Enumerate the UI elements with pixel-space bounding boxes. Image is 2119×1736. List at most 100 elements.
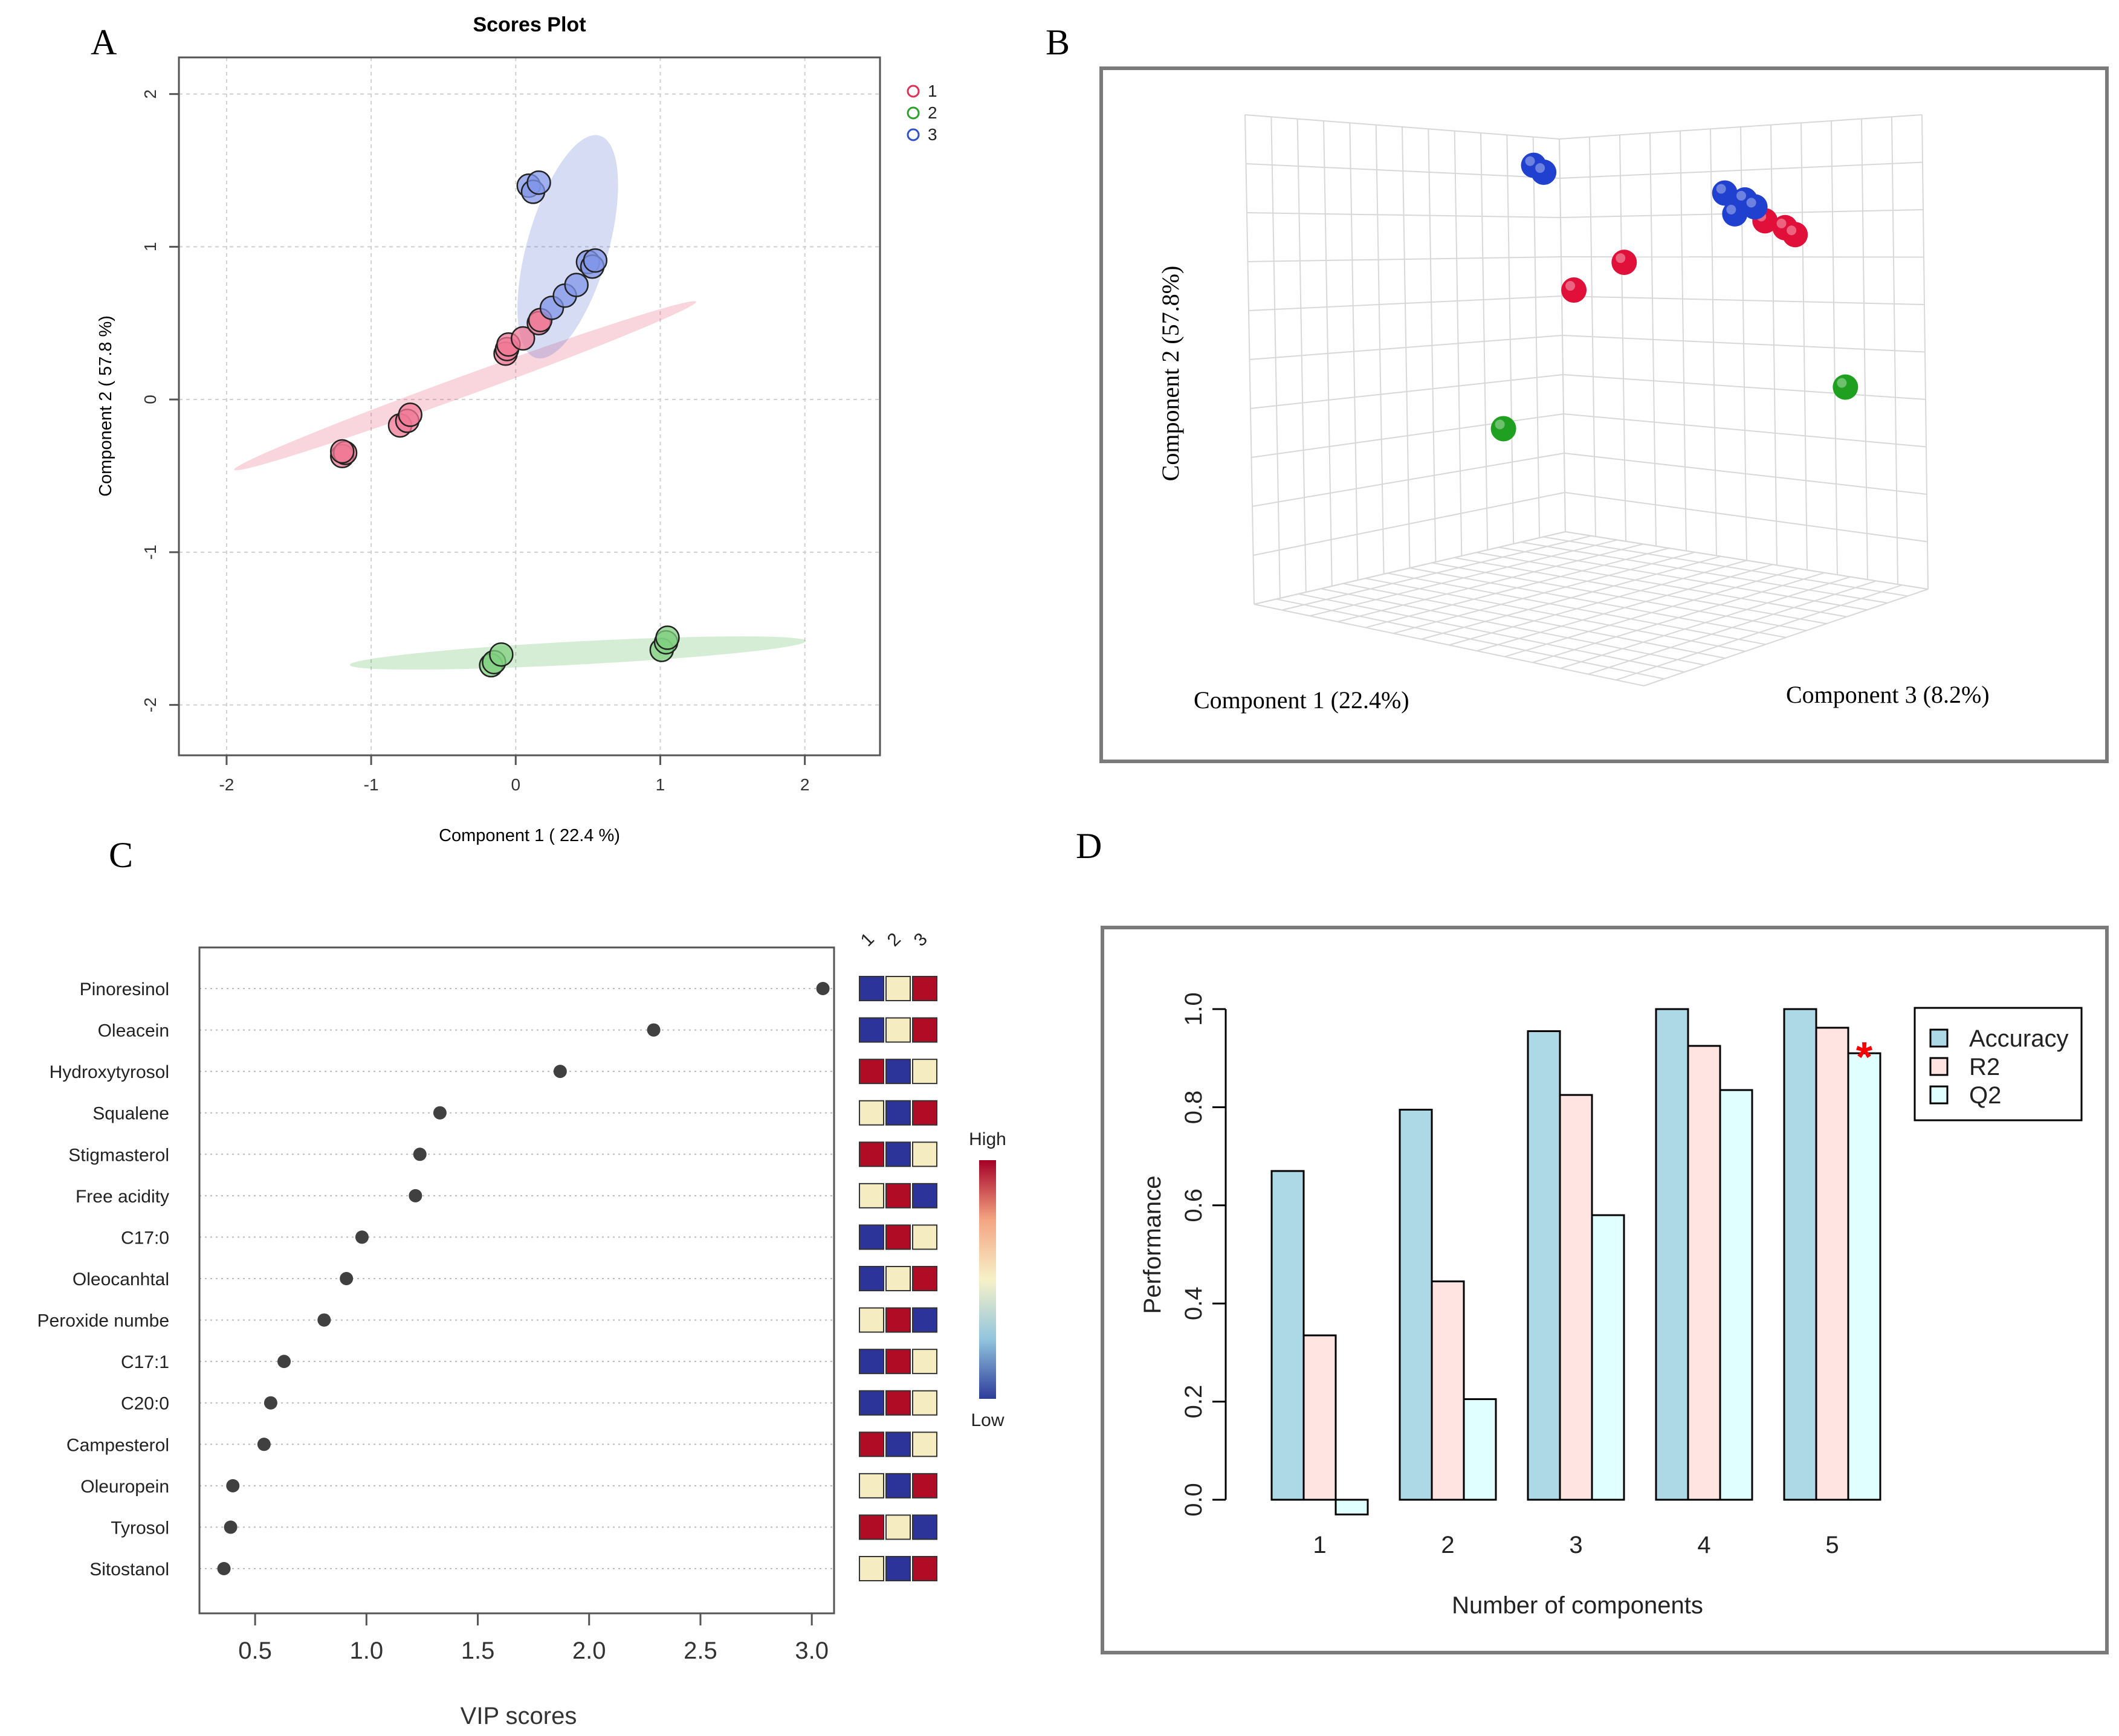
scores-y-tick-label: -1 <box>141 544 160 560</box>
vip-heat-cell <box>859 1183 884 1208</box>
vip-score-dot <box>217 1562 231 1575</box>
pca-3d-point-group-2 <box>1833 374 1859 400</box>
vip-feature-label: Oleocanhtal <box>73 1270 169 1289</box>
performance-x-tick-label: 3 <box>1569 1532 1582 1558</box>
vip-feature-label: Pinoresinol <box>80 979 169 999</box>
vip-colorbar-high-label: High <box>969 1129 1006 1149</box>
scores-plot-legend: 1 2 3 <box>907 82 937 144</box>
performance-x-tick-label: 5 <box>1825 1532 1839 1558</box>
vip-heat-cell <box>912 1307 937 1333</box>
vip-heat-cell <box>912 1514 937 1540</box>
vip-heat-cell <box>859 1059 884 1085</box>
pca-3d-point-group-3 <box>1722 201 1748 227</box>
vip-score-dot <box>317 1313 331 1327</box>
pca-3d-grid-line <box>1449 560 1747 646</box>
vip-heat-cell <box>912 1556 937 1581</box>
vip-heat-cell <box>885 1141 911 1167</box>
pca-3d-grid-line <box>1349 123 1359 581</box>
pca-3d-point-highlight <box>1736 190 1746 201</box>
performance-bar-accuracy <box>1655 1008 1689 1501</box>
scores-point-group-3 <box>526 170 551 195</box>
vip-feature-label: Sitostanol <box>89 1560 169 1580</box>
vip-heat-cell <box>885 1307 911 1333</box>
vip-x-tick-label: 1.5 <box>461 1638 495 1664</box>
vip-heat-cell <box>859 1100 884 1126</box>
vip-heat-cell <box>912 976 937 1001</box>
vip-feature-label: Squalene <box>92 1104 169 1124</box>
pca-3d-grid-line <box>1861 118 1868 580</box>
pca-3d-grid-line <box>1800 123 1808 570</box>
vip-heat-cell <box>912 1266 937 1291</box>
scores-legend-marker <box>907 128 920 141</box>
performance-bar-r2 <box>1559 1094 1593 1501</box>
pca-3d-grid-line <box>1831 120 1838 575</box>
scores-plot-x-label: Component 1 ( 22.4 %) <box>439 826 620 845</box>
vip-heat-cell <box>885 1224 911 1250</box>
scores-confidence-ellipse-1 <box>234 301 696 471</box>
pca-3d-grid-line <box>1323 120 1333 587</box>
performance-x-label: Number of components <box>1452 1592 1703 1619</box>
vip-score-dot <box>277 1355 291 1369</box>
performance-legend-swatch <box>1929 1057 1949 1076</box>
performance-y-tick-label: 0.6 <box>1180 1189 1207 1222</box>
pca-3d-grid-line <box>1270 117 1281 599</box>
vip-score-dot <box>226 1479 240 1492</box>
vip-x-tick-label: 2.0 <box>572 1638 606 1664</box>
vip-heat-cell <box>912 1183 937 1208</box>
pca-3d-grid-line <box>1432 562 1807 631</box>
pca-3d-point-group-3 <box>1531 160 1557 186</box>
performance-y-tick-label: 0.8 <box>1180 1091 1207 1125</box>
scores-legend-label: 2 <box>928 103 937 122</box>
performance-x-tick-label: 4 <box>1697 1532 1710 1558</box>
pca-3d-point-highlight <box>1495 419 1505 430</box>
pca-3d-point-highlight <box>1776 218 1787 228</box>
vip-heat-cell <box>912 1473 937 1499</box>
pca-3d-grid-line <box>1559 138 1566 532</box>
vip-colorbar: High Low <box>969 1129 1006 1430</box>
pca-3d-grid-line <box>1619 135 1626 541</box>
vip-x-tick-label: 0.5 <box>238 1638 272 1664</box>
vip-heat-cell <box>859 1473 884 1499</box>
pca-3d-point-highlight <box>1535 163 1545 173</box>
pca-3d-grid-line <box>1532 137 1541 538</box>
pca-3d-grid-line <box>1504 568 1799 657</box>
pca-3d-point-highlight <box>1565 281 1576 291</box>
panel-label-a: A <box>91 22 117 62</box>
pca-3d-point-highlight <box>1616 253 1626 263</box>
scores-x-tick-label: 0 <box>511 775 520 794</box>
vip-colorbar-low-label: Low <box>971 1410 1004 1430</box>
vip-heat-cell <box>859 1307 884 1333</box>
performance-x-tick-label: 1 <box>1313 1532 1326 1558</box>
vip-heat-cell <box>859 1431 884 1457</box>
vip-heat-cell <box>859 1266 884 1291</box>
vip-feature-label: Campesterol <box>66 1435 169 1455</box>
vip-heat-cell <box>885 1431 911 1457</box>
vip-score-dot <box>409 1189 422 1202</box>
performance-legend-swatch <box>1929 1028 1949 1048</box>
vip-heat-cell <box>859 1390 884 1416</box>
vip-group-label: 1 <box>857 929 878 950</box>
vip-heat-cell <box>912 1390 937 1416</box>
performance-panel: 1 2 3 4 5 * 0.0 0.2 0.4 0.6 0.8 1.0 Number of compo… <box>1101 926 2109 1654</box>
pca-3d-grid-line <box>1454 131 1463 557</box>
vip-heat-cell <box>912 1059 937 1085</box>
performance-bar-accuracy <box>1270 1170 1305 1501</box>
pca-3d-grid-line <box>1477 564 1773 652</box>
pca-3d-grid-line <box>1770 124 1778 566</box>
scores-point-group-3 <box>564 273 589 297</box>
pca-3d-grid-line <box>1480 132 1489 550</box>
performance-bar-q2 <box>1847 1052 1881 1501</box>
vip-heat-cell <box>859 1141 884 1167</box>
vip-heat-cell <box>859 1556 884 1581</box>
vip-feature-label: Peroxide numbe <box>37 1311 169 1331</box>
pca-3d-grid-line <box>1565 531 1929 590</box>
scores-plot-y-label: Component 2 ( 57.8 %) <box>96 315 115 497</box>
vip-heat-cell <box>885 1390 911 1416</box>
vip-heat-cell <box>912 1349 937 1375</box>
performance-y-tick-label: 0.0 <box>1180 1483 1207 1517</box>
scores-x-tick-label: -1 <box>364 775 379 794</box>
vip-heat-cell <box>912 1141 937 1167</box>
vip-score-dot <box>413 1147 427 1161</box>
pca-3d-point-highlight <box>1726 204 1736 215</box>
